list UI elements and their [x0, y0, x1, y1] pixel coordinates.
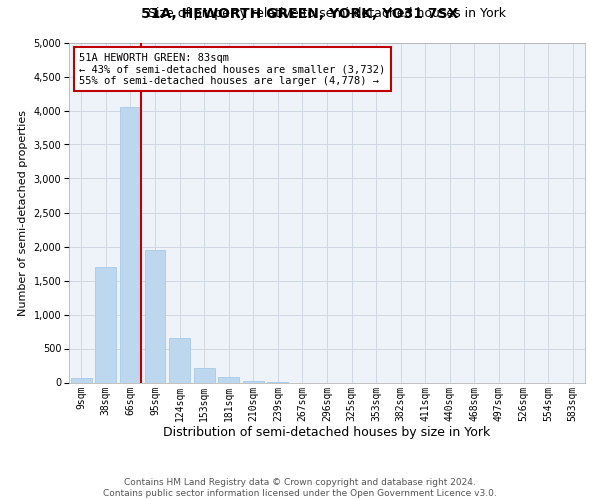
Bar — [145, 250, 166, 382]
X-axis label: Distribution of semi-detached houses by size in York: Distribution of semi-detached houses by … — [163, 426, 491, 439]
Bar — [120, 107, 141, 382]
Bar — [243, 381, 264, 382]
Bar — [95, 267, 116, 382]
Text: 51A HEWORTH GREEN: 83sqm
← 43% of semi-detached houses are smaller (3,732)
55% o: 51A HEWORTH GREEN: 83sqm ← 43% of semi-d… — [79, 52, 386, 86]
Bar — [194, 368, 215, 382]
Title: Size of property relative to semi-detached houses in York: Size of property relative to semi-detach… — [148, 8, 506, 20]
Text: 51A, HEWORTH GREEN, YORK, YO31 7SX: 51A, HEWORTH GREEN, YORK, YO31 7SX — [142, 8, 458, 22]
Y-axis label: Number of semi-detached properties: Number of semi-detached properties — [18, 110, 28, 316]
Bar — [218, 378, 239, 382]
Bar — [71, 378, 92, 382]
Bar — [169, 338, 190, 382]
Text: Contains HM Land Registry data © Crown copyright and database right 2024.
Contai: Contains HM Land Registry data © Crown c… — [103, 478, 497, 498]
